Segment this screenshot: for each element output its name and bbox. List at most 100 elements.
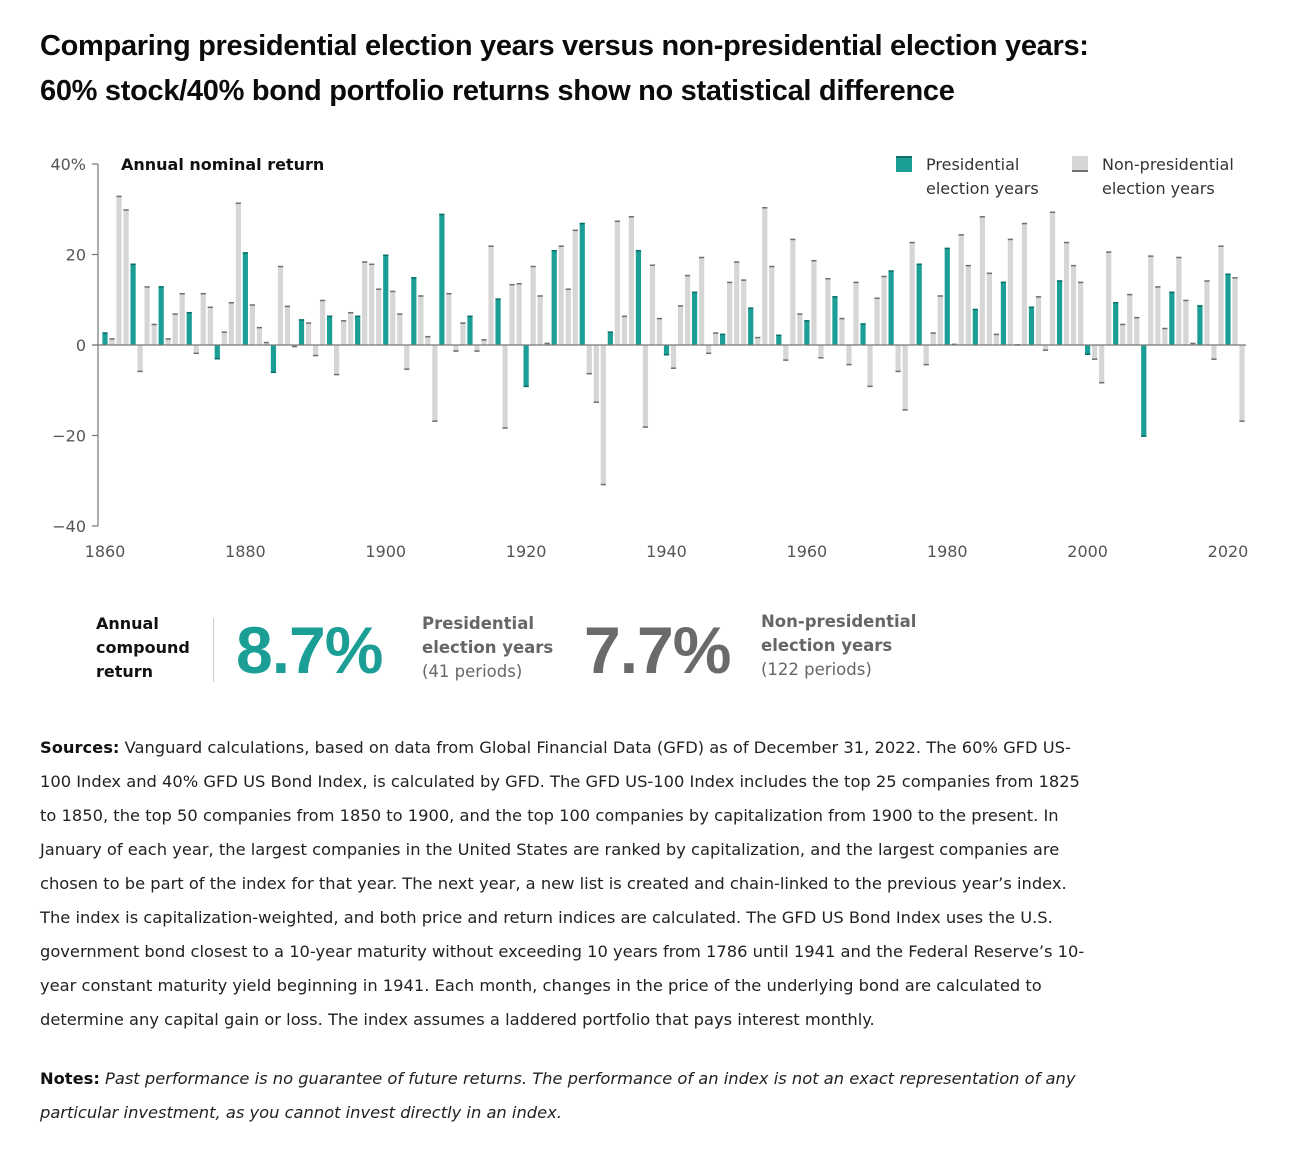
bar-presidential <box>130 263 136 345</box>
bar-body <box>390 290 396 345</box>
bar-non-presidential <box>811 259 817 345</box>
bar-value-cap <box>958 234 964 236</box>
bar-value-cap <box>537 295 543 297</box>
sources-line: The index is capitalization-weighted, an… <box>40 908 1053 927</box>
bar-non-presidential <box>762 206 768 345</box>
bar-value-cap <box>327 315 333 318</box>
x-tick-label: 1960 <box>787 542 828 561</box>
bar-body <box>881 275 887 345</box>
bar-body <box>130 263 136 345</box>
bar-value-cap <box>748 307 754 309</box>
bar-body <box>811 259 817 345</box>
bar-non-presidential <box>1078 281 1084 345</box>
bar-body <box>474 345 480 352</box>
bar-non-presidential <box>867 345 873 388</box>
bar-non-presidential <box>706 345 712 355</box>
bar-value-cap <box>1176 256 1182 259</box>
bar-non-presidential <box>530 265 536 345</box>
bar-value-cap <box>558 245 564 247</box>
bar-non-presidential <box>874 297 880 345</box>
bar-body <box>979 216 985 345</box>
bar-value-cap <box>579 222 585 225</box>
bar-body <box>1085 345 1091 355</box>
bar-body <box>1176 256 1182 345</box>
bar-value-cap <box>1239 420 1245 422</box>
bar-value-cap <box>909 241 915 244</box>
bar-body <box>734 261 740 345</box>
bar-body <box>923 345 929 366</box>
bar-body <box>558 245 564 345</box>
bar-value-cap <box>1092 358 1098 360</box>
bar-non-presidential <box>565 288 571 345</box>
bar-non-presidential <box>1063 241 1070 345</box>
bar-non-presidential <box>727 281 733 345</box>
bar-body <box>1049 211 1056 345</box>
periods-count: (122 periods) <box>761 660 872 679</box>
bar-non-presidential <box>1211 345 1217 360</box>
bar-non-presidential <box>930 332 936 345</box>
bar-value-cap <box>544 342 550 345</box>
bar-value-cap <box>1197 305 1203 307</box>
bar-value-cap <box>593 401 599 403</box>
bar-body <box>221 331 227 345</box>
bar-body <box>551 249 557 345</box>
bar-body <box>804 320 810 345</box>
bar-non-presidential <box>958 234 964 345</box>
bar-body <box>242 252 248 345</box>
bar-value-cap <box>930 332 936 334</box>
bar-non-presidential <box>797 313 803 345</box>
bar-value-cap <box>670 367 677 369</box>
bar-value-cap <box>516 283 522 285</box>
bar-value-cap <box>137 370 143 373</box>
bar-non-presidential <box>1099 345 1105 384</box>
bar-value-cap <box>172 313 178 315</box>
bar-non-presidential <box>277 265 284 345</box>
bar-body <box>298 319 305 345</box>
bar-body <box>663 345 670 356</box>
bar-body <box>614 220 620 345</box>
bar-presidential <box>411 277 417 345</box>
bar-non-presidential <box>1155 286 1161 345</box>
bar-presidential <box>1141 345 1147 437</box>
bar-body <box>677 305 684 345</box>
bar-value-cap <box>656 317 663 320</box>
bar-body <box>1000 281 1006 345</box>
bar-non-presidential <box>1148 255 1154 345</box>
bar-non-presidential <box>228 302 234 345</box>
sources-line: determine any capital gain or loss. The … <box>40 1010 875 1029</box>
bar-non-presidential <box>172 313 178 345</box>
bar-presidential <box>916 263 922 345</box>
bar-value-cap <box>783 359 789 361</box>
bar-non-presidential <box>256 326 263 345</box>
bar-value-cap <box>1063 241 1070 244</box>
bar-body <box>376 288 382 345</box>
bar-body <box>635 249 642 345</box>
bar-non-presidential <box>1239 345 1245 422</box>
bar-body <box>1099 345 1105 384</box>
bar-value-cap <box>109 338 115 340</box>
bar-body <box>256 326 263 345</box>
bar-body <box>1042 345 1049 351</box>
bar-value-cap <box>1007 238 1014 241</box>
bar-presidential <box>523 345 529 388</box>
bar-non-presidential <box>341 320 347 345</box>
bar-body <box>874 297 880 345</box>
bar-value-cap <box>944 247 950 250</box>
bar-body <box>144 286 150 345</box>
bar-body <box>762 206 768 345</box>
bar-non-presidential <box>1070 264 1077 345</box>
bar-value-cap <box>649 264 656 266</box>
bar-non-presidential <box>586 345 592 375</box>
bar-presidential <box>607 331 613 345</box>
bar-value-cap <box>1078 281 1084 284</box>
bar-body <box>902 345 908 411</box>
bar-body <box>593 345 599 403</box>
bar-body <box>425 335 431 345</box>
bar-non-presidential <box>263 341 270 345</box>
non-presidential-return-value: 7.7% <box>584 613 731 687</box>
bar-non-presidential <box>818 345 824 359</box>
bar-body <box>207 306 213 345</box>
bar-presidential <box>776 334 782 345</box>
bar-non-presidential <box>516 283 522 345</box>
bar-value-cap <box>1218 245 1224 247</box>
